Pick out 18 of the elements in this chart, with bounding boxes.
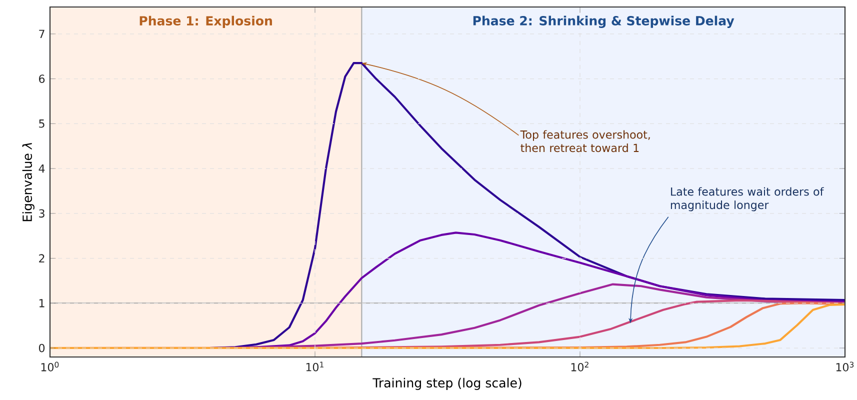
x-tick-label: 10$^{2}$ <box>571 362 588 372</box>
y-tick-label: 6 <box>39 74 45 83</box>
annotation: Top features overshoot, then retreat toward 1 <box>520 130 650 152</box>
band-label: Phase 1: Explosion <box>140 16 272 28</box>
band-label: Phase 2: Shrinking & Stepwise Delay <box>473 16 734 28</box>
y-tick-label: 2 <box>39 254 44 262</box>
y-tick-label: 0 <box>38 344 45 352</box>
y-axis-title: Eigenvalue λ <box>22 142 34 222</box>
x-tick-label: 10$^{3}$ <box>836 362 854 372</box>
x-axis-title: Training step (log scale) <box>372 378 522 390</box>
y-tick-label: 7 <box>39 30 44 38</box>
y-tick-label: 4 <box>38 164 45 173</box>
annotation: Late features wait orders of magnitude longer <box>670 187 824 212</box>
x-tick-label: 10$^{0}$ <box>41 362 59 372</box>
x-tick-label: 10$^{1}$ <box>306 362 324 372</box>
y-tick-label: 5 <box>39 120 44 128</box>
y-tick-label: 3 <box>39 209 44 218</box>
y-tick-label: 1 <box>39 299 44 308</box>
